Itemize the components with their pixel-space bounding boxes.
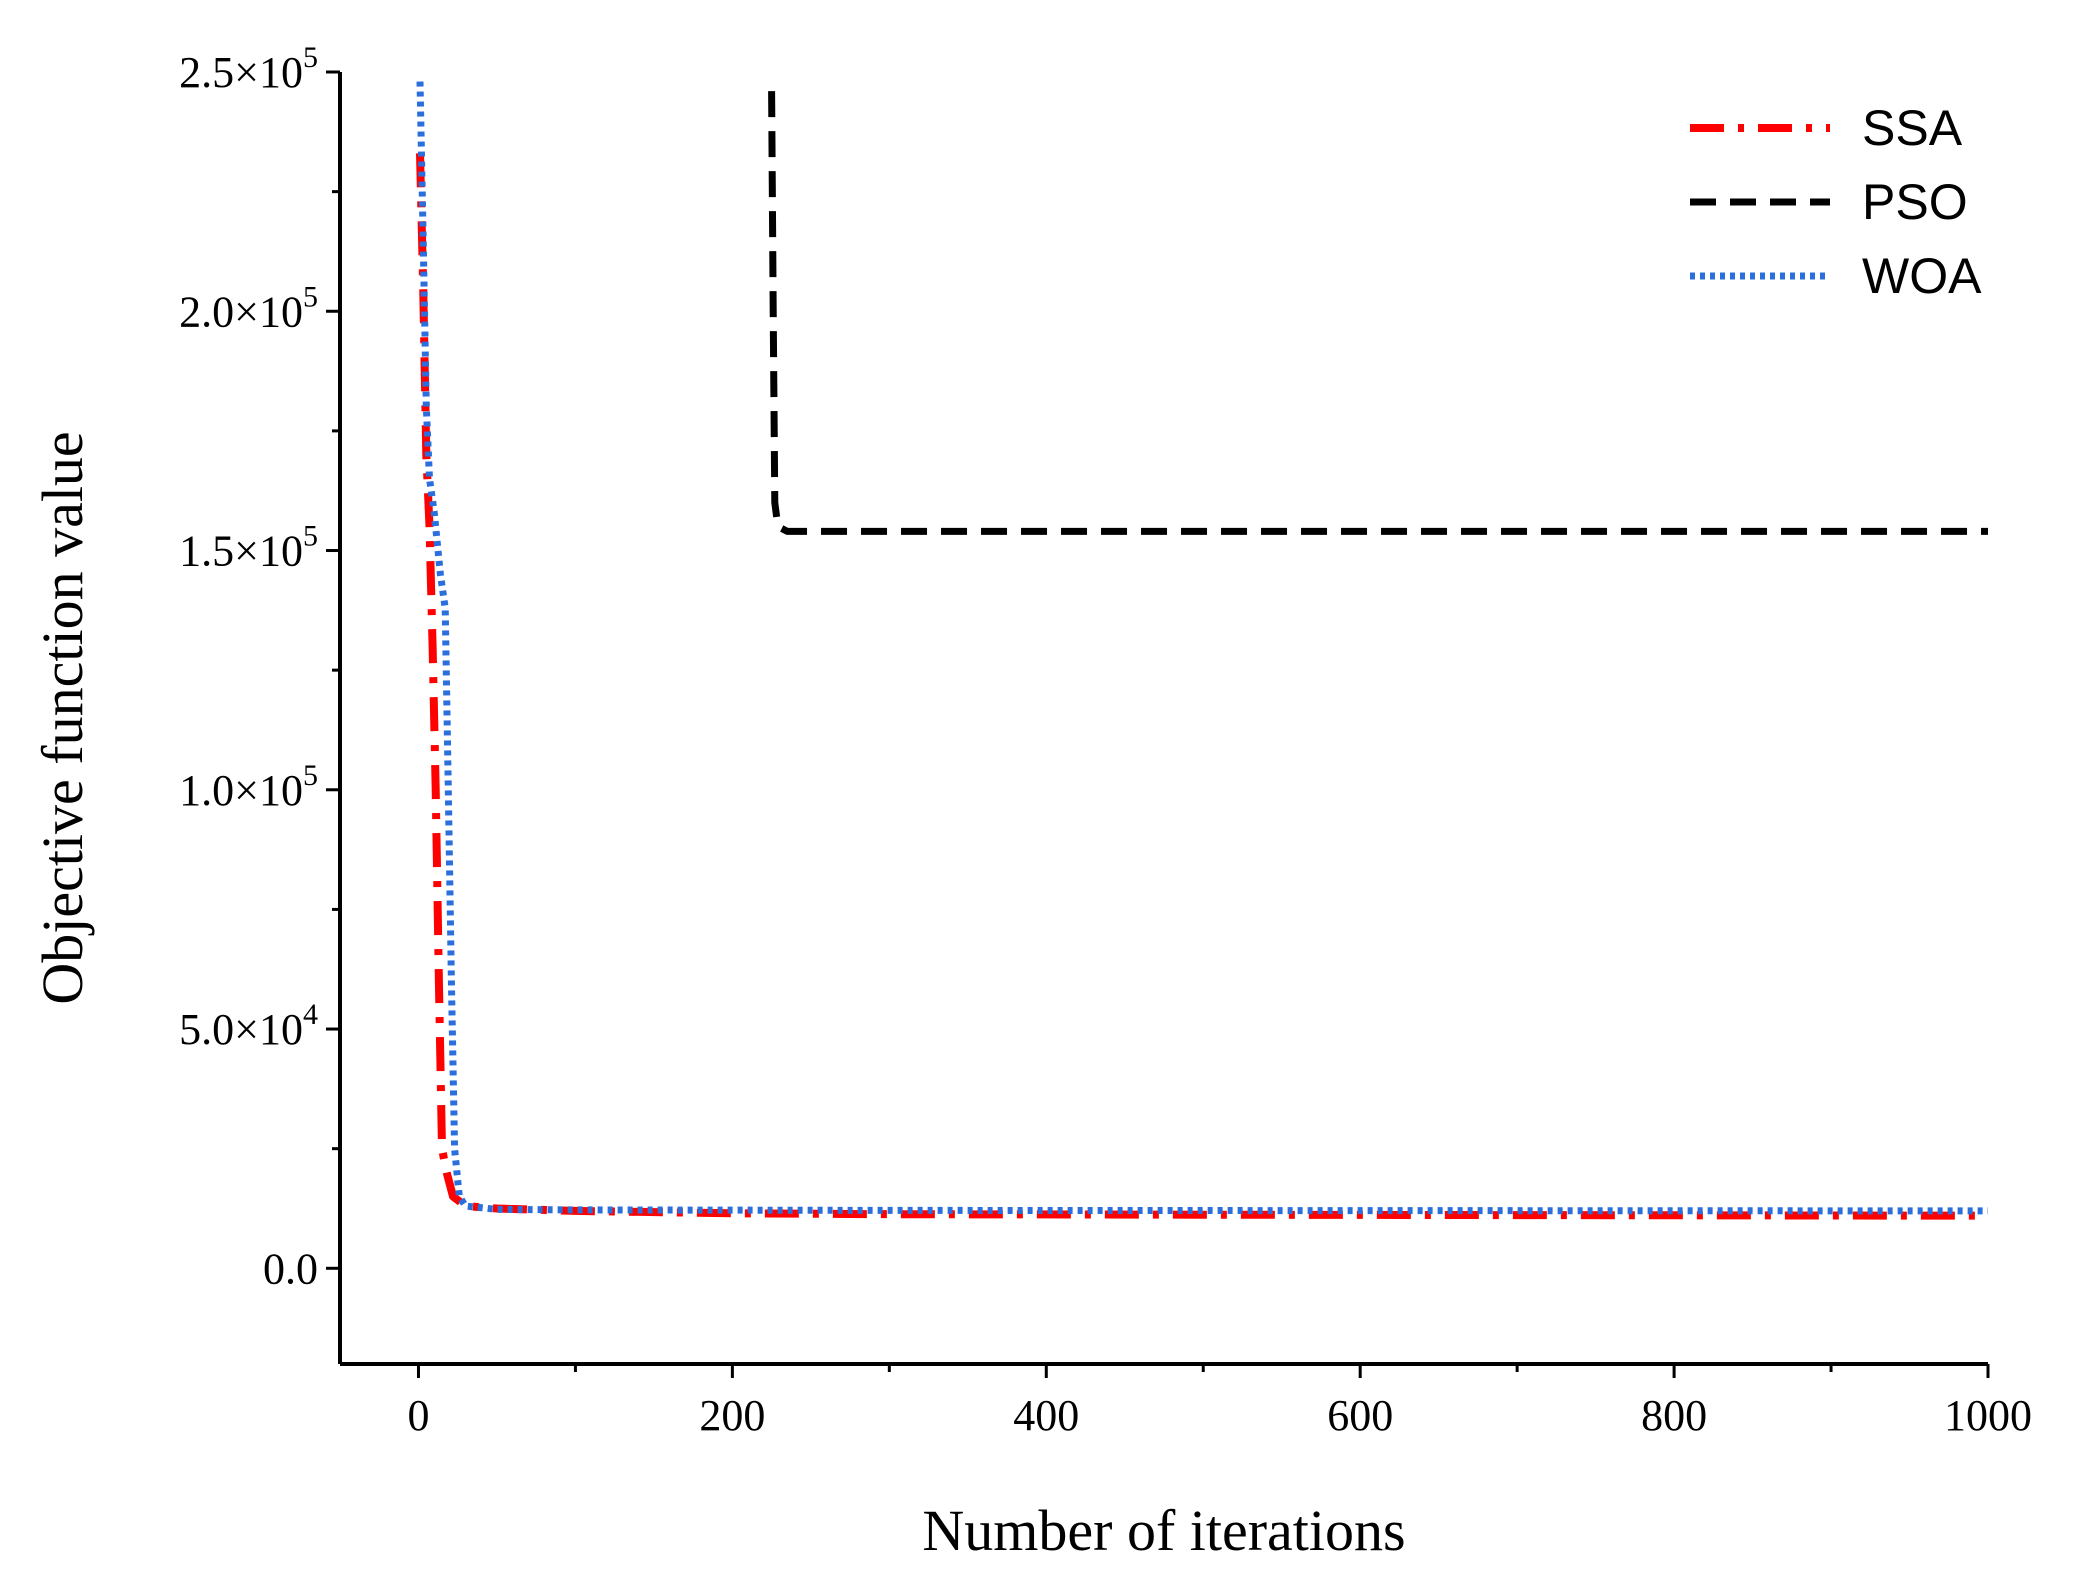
x-tick-label: 1000 bbox=[1944, 1391, 2032, 1440]
y-tick-exponent: 5 bbox=[303, 520, 318, 553]
y-tick-label: 2.0×105 bbox=[179, 280, 318, 336]
series-line-ssa bbox=[416, 153, 1989, 1220]
legend-label-woa: WOA bbox=[1862, 248, 1982, 304]
y-tick-label: 1.5×105 bbox=[179, 520, 318, 576]
y-tick-label: 1.0×105 bbox=[179, 759, 318, 815]
series-line-woa bbox=[416, 81, 1989, 1215]
x-tick-label: 200 bbox=[699, 1391, 765, 1440]
x-ticks: 0 200 400 600 800 1000 bbox=[407, 1364, 2032, 1440]
legend-label-ssa: SSA bbox=[1862, 100, 1963, 156]
axes bbox=[338, 72, 1988, 1366]
x-axis-title: Number of iterations bbox=[922, 1498, 1405, 1563]
plot-lines bbox=[416, 81, 1989, 1220]
series-line-pso bbox=[768, 91, 1988, 535]
y-tick-label: 0.0 bbox=[263, 1244, 318, 1293]
legend: SSA PSO WOA bbox=[1690, 100, 1982, 304]
y-tick-exponent: 5 bbox=[303, 280, 318, 313]
y-axis-title: Objective function value bbox=[30, 431, 95, 1004]
x-tick-label: 400 bbox=[1013, 1391, 1079, 1440]
legend-label-pso: PSO bbox=[1862, 174, 1968, 230]
y-tick-exponent: 5 bbox=[303, 759, 318, 792]
x-tick-label: 800 bbox=[1641, 1391, 1707, 1440]
y-tick-mantissa: 2.5×10 bbox=[179, 48, 303, 97]
x-tick-label: 600 bbox=[1327, 1391, 1393, 1440]
y-tick-label: 5.0×104 bbox=[179, 998, 318, 1054]
y-tick-mantissa: 1.5×10 bbox=[179, 527, 303, 576]
y-tick-mantissa: 2.0×10 bbox=[179, 287, 303, 336]
x-tick-label: 0 bbox=[407, 1391, 429, 1440]
y-tick-mantissa: 5.0×10 bbox=[179, 1005, 303, 1054]
y-tick-mantissa: 0.0 bbox=[263, 1244, 318, 1293]
y-tick-label: 2.5×105 bbox=[179, 41, 318, 97]
y-tick-exponent: 5 bbox=[303, 41, 318, 74]
y-tick-mantissa: 1.0×10 bbox=[179, 766, 303, 815]
y-tick-exponent: 4 bbox=[303, 998, 318, 1031]
